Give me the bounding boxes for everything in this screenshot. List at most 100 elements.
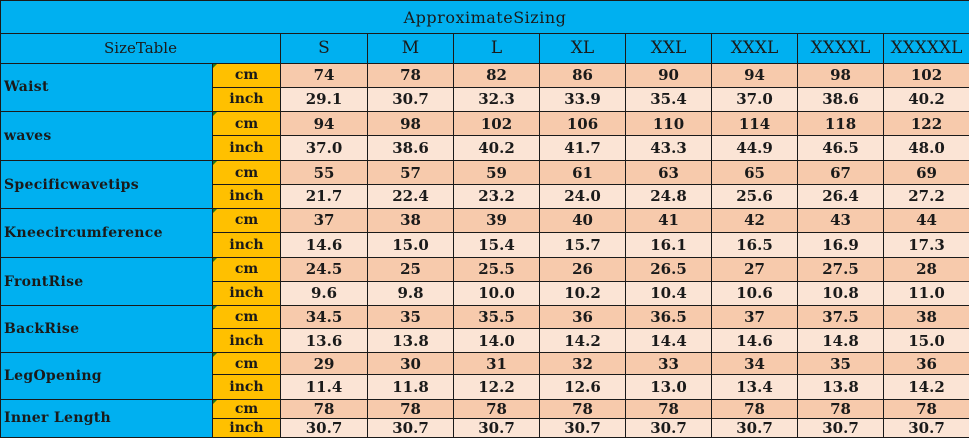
- value-cell: 44: [883, 207, 969, 234]
- value-cell: 14.2: [539, 327, 626, 354]
- measurement-row-backrise-cm: BackRise cm 34.5 35 35.5 36 36.5 37 37.5 38: [0, 304, 969, 354]
- value-cell: 78: [539, 398, 626, 419]
- value-cell: 57: [367, 160, 454, 185]
- value-cell: 27.5: [797, 257, 884, 282]
- value-cell: 21.7: [280, 183, 368, 209]
- value-cell: 78: [625, 398, 712, 419]
- value-cell: 16.5: [711, 232, 798, 259]
- value-cell: 38.6: [797, 86, 884, 113]
- value-cell: 37.5: [797, 304, 884, 329]
- table-title: ApproximateSizing: [0, 0, 969, 35]
- value-cell: 9.6: [280, 280, 368, 306]
- value-cell: 36: [539, 304, 626, 329]
- value-cell: 14.6: [280, 232, 368, 259]
- value-cell: 37: [711, 304, 798, 329]
- value-cell: 26.4: [797, 183, 884, 209]
- value-cell: 35: [797, 352, 884, 376]
- value-cell: 74: [280, 62, 368, 88]
- value-cell: 78: [883, 398, 969, 419]
- value-cell: 15.0: [883, 327, 969, 354]
- value-cell: 30: [367, 352, 454, 376]
- value-cell: 14.2: [883, 374, 969, 400]
- measurement-row-specificwavetips-inch: inch 21.7 22.4 23.2 24.0 24.8 25.6 26.4 27.2: [1, 183, 969, 209]
- unit-label-inch: inch: [212, 135, 281, 162]
- value-cell: 14.8: [797, 327, 884, 354]
- measurement-row-waist-cm: Waist cm 74 78 82 86 90 94 98 102: [0, 62, 969, 113]
- unit-label-cm: cm: [212, 352, 281, 376]
- size-table-label: SizeTable: [0, 33, 281, 64]
- value-cell: 10.4: [625, 280, 712, 306]
- value-cell: 30.7: [539, 417, 626, 438]
- value-cell: 13.8: [797, 374, 884, 400]
- value-cell: 13.6: [280, 327, 368, 354]
- size-header-m: M: [367, 33, 454, 64]
- measurement-row-legopening-cm: LegOpening cm 29 30 31 32 33 34 35 36: [0, 352, 969, 400]
- value-cell: 30.7: [797, 417, 884, 438]
- unit-label-inch: inch: [212, 183, 281, 209]
- value-cell: 15.4: [453, 232, 540, 259]
- value-cell: 37.0: [711, 86, 798, 113]
- value-cell: 42: [711, 207, 798, 234]
- value-cell: 114: [711, 110, 798, 137]
- value-cell: 13.0: [625, 374, 712, 400]
- value-cell: 16.9: [797, 232, 884, 259]
- size-header-xxxl: XXXL: [711, 33, 798, 64]
- unit-label-inch: inch: [212, 232, 281, 259]
- value-cell: 40: [539, 207, 626, 234]
- size-header-l: L: [453, 33, 540, 64]
- unit-label-cm: cm: [212, 398, 281, 419]
- value-cell: 30.7: [367, 86, 454, 113]
- value-cell: 9.8: [367, 280, 454, 306]
- measurement-row-inner-length-cm: Inner Length cm 78 78 78 78 78 78 78 78: [0, 398, 969, 438]
- size-header-xxxxxl: XXXXXL: [883, 33, 969, 64]
- value-cell: 35: [367, 304, 454, 329]
- measurement-row-inner-length-inch: inch 30.7 30.7 30.7 30.7 30.7 30.7 30.7 30.7: [1, 417, 969, 438]
- value-cell: 13.8: [367, 327, 454, 354]
- size-header-s: S: [280, 33, 368, 64]
- value-cell: 33.9: [539, 86, 626, 113]
- value-cell: 12.6: [539, 374, 626, 400]
- size-header-xxl: XXL: [625, 33, 712, 64]
- value-cell: 46.5: [797, 135, 884, 162]
- value-cell: 43: [797, 207, 884, 234]
- value-cell: 25: [367, 257, 454, 282]
- unit-label-cm: cm: [212, 62, 281, 88]
- value-cell: 78: [711, 398, 798, 419]
- value-cell: 31: [453, 352, 540, 376]
- value-cell: 32: [539, 352, 626, 376]
- measurement-row-frontrise-cm: FrontRise cm 24.5 25 25.5 26 26.5 27 27.5 28: [0, 257, 969, 306]
- value-cell: 78: [280, 398, 368, 419]
- measurement-label: Kneecircumference: [0, 207, 213, 259]
- value-cell: 110: [625, 110, 712, 137]
- measurement-row-legopening-inch: inch 11.4 11.8 12.2 12.6 13.0 13.4 13.8 14.2: [1, 374, 969, 400]
- value-cell: 41: [625, 207, 712, 234]
- value-cell: 43.3: [625, 135, 712, 162]
- value-cell: 11.8: [367, 374, 454, 400]
- unit-label-cm: cm: [212, 207, 281, 234]
- header-row: SizeTable S M L XL XXL XXXL XXXXL XXXXXL: [0, 33, 969, 64]
- measurement-label: waves: [0, 110, 213, 162]
- value-cell: 14.4: [625, 327, 712, 354]
- title-row: ApproximateSizing: [0, 0, 969, 35]
- measurement-label: FrontRise: [0, 257, 213, 306]
- value-cell: 40.2: [453, 135, 540, 162]
- value-cell: 12.2: [453, 374, 540, 400]
- measurement-row-waves-cm: waves cm 94 98 102 106 110 114 118 122: [0, 110, 969, 162]
- value-cell: 55: [280, 160, 368, 185]
- value-cell: 27: [711, 257, 798, 282]
- unit-label-inch: inch: [212, 280, 281, 306]
- measurement-row-waist-inch: inch 29.1 30.7 32.3 33.9 35.4 37.0 38.6 40.2: [1, 86, 969, 113]
- measurement-row-backrise-inch: inch 13.6 13.8 14.0 14.2 14.4 14.6 14.8 15.0: [1, 327, 969, 354]
- measurement-row-frontrise-inch: inch 9.6 9.8 10.0 10.2 10.4 10.6 10.8 11.0: [1, 280, 969, 306]
- value-cell: 40.2: [883, 86, 969, 113]
- measurement-row-specificwavetips-cm: Specificwavetips cm 55 57 59 61 63 65 67 69: [0, 160, 969, 209]
- value-cell: 98: [367, 110, 454, 137]
- value-cell: 10.8: [797, 280, 884, 306]
- value-cell: 90: [625, 62, 712, 88]
- value-cell: 48.0: [883, 135, 969, 162]
- value-cell: 94: [280, 110, 368, 137]
- value-cell: 22.4: [367, 183, 454, 209]
- value-cell: 25.6: [711, 183, 798, 209]
- value-cell: 27.2: [883, 183, 969, 209]
- value-cell: 102: [883, 62, 969, 88]
